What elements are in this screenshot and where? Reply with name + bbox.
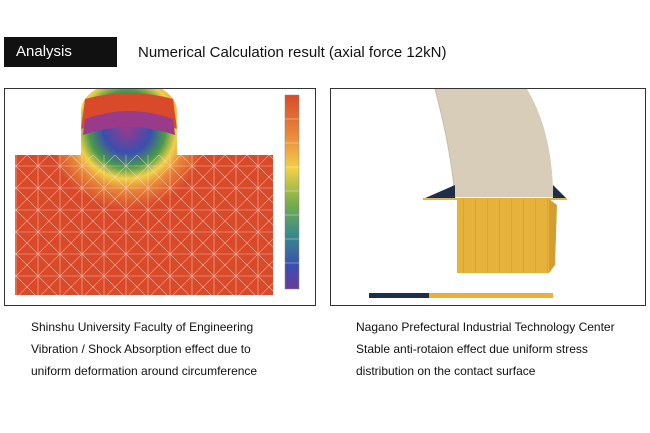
section-header: Analysis Result Numerical Calculation re… — [4, 37, 447, 90]
left-caption: Shinshu University Faculty of Engineerin… — [31, 316, 257, 382]
left-caption-line-3: uniform deformation around circumference — [31, 364, 258, 378]
right-caption-line-3: distribution on the contact surface — [356, 364, 536, 378]
right-caption-line-2: Stable anti-rotaion effect due uniform s… — [356, 342, 588, 356]
section-subtitle: Numerical Calculation result (axial forc… — [138, 43, 447, 61]
right-figure-panel — [330, 88, 646, 306]
left-caption-line-1: Shinshu University Faculty of Engineerin… — [31, 320, 254, 334]
fem-deformation-contour-image — [15, 89, 300, 295]
right-caption: Nagano Prefectural Industrial Technology… — [356, 316, 615, 382]
section-badge: Analysis Result — [4, 37, 117, 90]
fem-stress-distribution-image — [369, 89, 567, 298]
right-caption-line-1: Nagano Prefectural Industrial Technology… — [356, 320, 615, 334]
left-figure-panel — [4, 88, 316, 306]
left-caption-line-2: Vibration / Shock Absorption effect due … — [31, 342, 251, 356]
